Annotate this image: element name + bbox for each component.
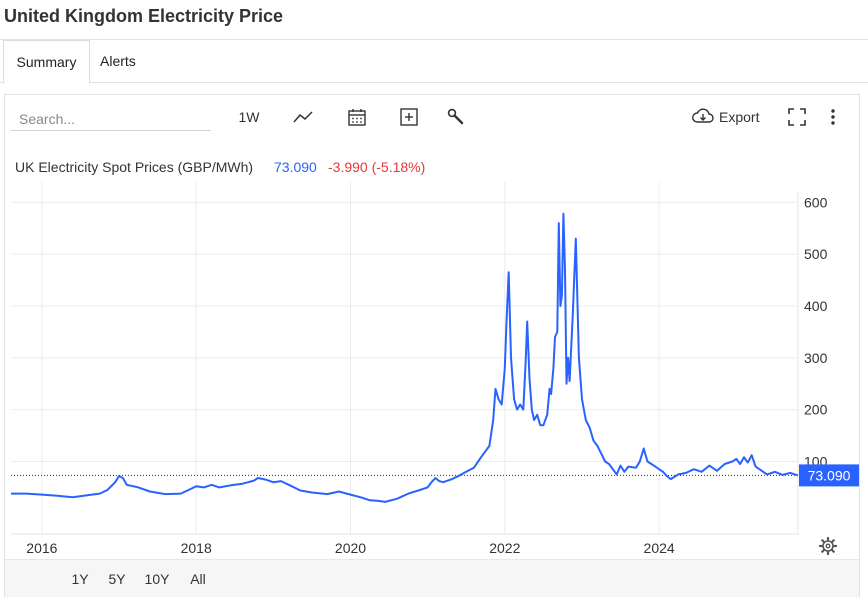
wrench-icon[interactable] <box>442 105 470 129</box>
add-indicator-icon[interactable] <box>395 105 423 129</box>
x-axis: 2016 2018 2020 2022 2024 <box>26 540 675 556</box>
page-title: United Kingdom Electricity Price <box>4 6 284 26</box>
export-label: Export <box>719 109 760 125</box>
legend-change: -3.990 (-5.18%) <box>328 159 425 175</box>
range-selector: 1Y 5Y 10Y All <box>5 559 859 597</box>
legend-last-value: 73.090 <box>274 159 317 175</box>
more-options-icon[interactable] <box>823 105 843 129</box>
range-all-button[interactable]: All <box>190 571 206 587</box>
price-tag-bg <box>799 464 859 487</box>
legend-series-name: UK Electricity Spot Prices (GBP/MWh) <box>15 159 253 175</box>
export-button[interactable]: Export <box>691 105 759 129</box>
y-tick-label: 200 <box>804 402 828 418</box>
fullscreen-icon[interactable] <box>785 105 809 129</box>
x-tick-label: 2020 <box>335 540 366 556</box>
chart-panel: 1W <box>4 94 860 597</box>
cloud-download-icon <box>691 107 715 128</box>
settings-icon[interactable] <box>818 536 838 556</box>
search-input[interactable] <box>11 107 211 131</box>
range-10y-button[interactable]: 10Y <box>144 571 170 587</box>
x-tick-label: 2016 <box>26 540 57 556</box>
y-tick-label: 400 <box>804 298 828 314</box>
y-tick-label: 600 <box>804 194 828 210</box>
x-tick-label: 2024 <box>644 540 675 556</box>
tab-bar: Summary Alerts <box>0 39 868 84</box>
series-line[interactable] <box>11 212 799 503</box>
range-1y-button[interactable]: 1Y <box>71 571 89 587</box>
price-tag: 73.090 <box>799 464 859 487</box>
y-tick-label: 500 <box>804 246 828 262</box>
calendar-icon[interactable] <box>343 105 371 129</box>
range-5y-button[interactable]: 5Y <box>108 571 126 587</box>
y-tick-label: 300 <box>804 350 828 366</box>
x-tick-label: 2022 <box>489 540 520 556</box>
price-tag-value: 73.090 <box>808 467 851 483</box>
interval-button[interactable]: 1W <box>238 109 260 125</box>
grid-lines <box>11 182 798 534</box>
tab-summary[interactable]: Summary <box>3 40 90 84</box>
line-chart-icon[interactable] <box>289 105 317 129</box>
tab-alerts[interactable]: Alerts <box>100 53 136 69</box>
x-tick-label: 2018 <box>181 540 212 556</box>
